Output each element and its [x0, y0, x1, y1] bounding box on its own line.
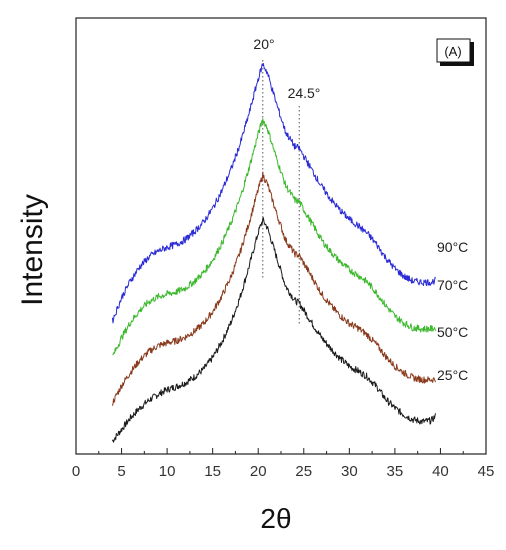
- series-labels: 25°C 50°C 70°C 90°C: [437, 239, 468, 383]
- series-label-90°C: 90°C: [437, 239, 468, 255]
- panel-label: (A): [444, 44, 461, 59]
- x-tick-label-25: 25: [295, 463, 312, 480]
- series-line-90°C: [111, 63, 436, 324]
- x-axis-title: 2θ: [260, 503, 291, 534]
- x-axis-ticks: [75, 448, 487, 454]
- peak-annotations: 20° 24.5°: [253, 36, 320, 101]
- series-group: [111, 63, 436, 443]
- x-tick-label-35: 35: [387, 463, 404, 480]
- x-tick-label-5: 5: [117, 463, 125, 480]
- x-axis-tick-labels: 0 5 10 15 20 25 30 35 40 45: [72, 463, 495, 480]
- x-tick-label-45: 45: [478, 463, 495, 480]
- x-tick-label-0: 0: [72, 463, 80, 480]
- series-label-70°C: 70°C: [437, 277, 468, 293]
- series-line-25°C: [111, 217, 436, 443]
- plot-frame: [75, 17, 487, 455]
- series-line-70°C: [112, 118, 436, 356]
- series-line-50°C: [111, 171, 436, 406]
- series-label-25°C: 25°C: [437, 367, 468, 383]
- annotation-24.5°: 24.5°: [288, 85, 321, 101]
- x-tick-label-30: 30: [341, 463, 358, 480]
- x-tick-label-40: 40: [432, 463, 449, 480]
- series-label-50°C: 50°C: [437, 324, 468, 340]
- annotation-20°: 20°: [253, 36, 274, 52]
- x-tick-label-20: 20: [250, 463, 267, 480]
- panel-label-box: (A): [436, 38, 474, 66]
- y-axis-title: Intensity: [16, 194, 49, 306]
- x-tick-label-15: 15: [204, 463, 221, 480]
- x-tick-label-10: 10: [159, 463, 176, 480]
- reference-lines: [262, 60, 300, 326]
